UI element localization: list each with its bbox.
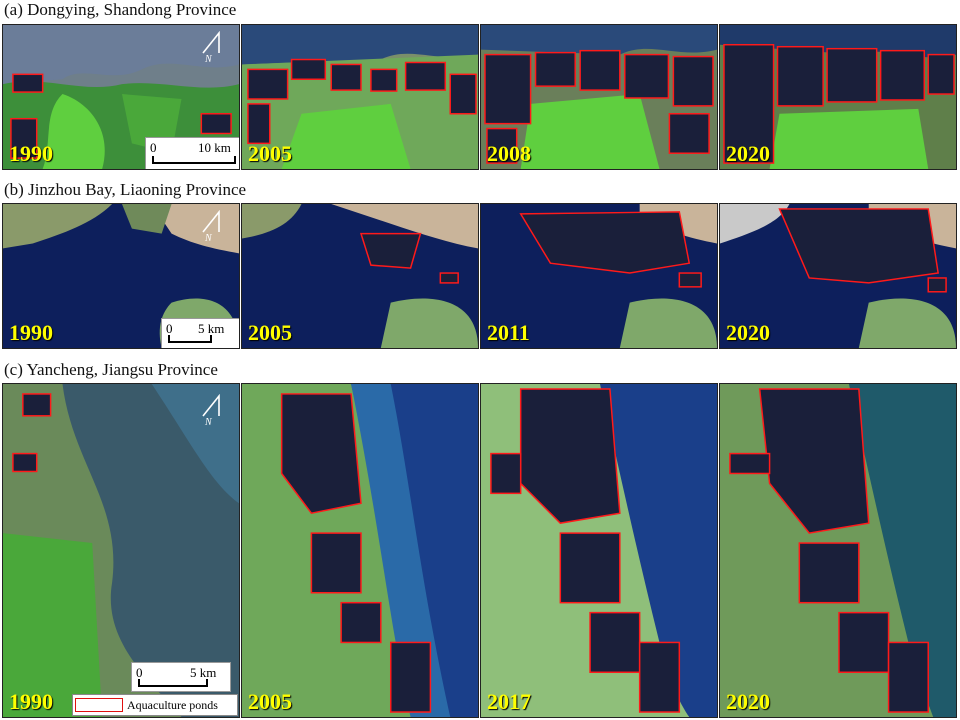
year-label: 2017 (487, 689, 531, 714)
scale-label-distance: 5 km (198, 321, 225, 336)
map-panel-a-4: 2020 (719, 24, 957, 170)
map-panel-b-4: 2020 (719, 203, 957, 349)
legend: Aquaculture ponds (72, 694, 238, 716)
year-label: 1990 (9, 320, 53, 345)
scale-label-zero: 0 (166, 321, 173, 336)
satellite-image (3, 384, 239, 717)
satellite-image (720, 384, 956, 717)
map-panel-c-4: 2020 (719, 383, 957, 718)
section-title-a: (a) Dongying, Shandong Province (4, 0, 237, 19)
north-label: N (204, 233, 213, 242)
map-panel-a-3: 2008 (480, 24, 718, 170)
section-title-b: (b) Jinzhou Bay, Liaoning Province (4, 180, 247, 199)
north-label: N (204, 54, 213, 63)
scale-label-distance: 10 km (198, 140, 231, 155)
scale-label-zero: 0 (136, 665, 143, 680)
scale-label-zero: 0 (150, 140, 157, 155)
satellite-image (242, 384, 478, 717)
satellite-image (242, 25, 478, 169)
year-label: 2011 (487, 320, 530, 345)
aquaculture-ponds-swatch (75, 698, 123, 712)
north-arrow-icon: N (202, 210, 220, 242)
year-label: 2020 (726, 141, 770, 166)
satellite-image (720, 204, 956, 348)
map-panel-b-3: 2011 (480, 203, 718, 349)
year-label: 2005 (248, 689, 292, 714)
scale-bar-c: 0 5 km (131, 662, 231, 692)
map-panel-b-2: 2005 (241, 203, 479, 349)
map-panel-c-1: N 0 5 km 1990 (2, 383, 240, 718)
year-label: 2005 (248, 320, 292, 345)
map-panel-a-2: 2005 (241, 24, 479, 170)
year-label: 1990 (9, 141, 53, 166)
north-arrow-icon: N (202, 31, 220, 63)
map-panel-a-1: N 0 10 km 1990 (2, 24, 240, 170)
satellite-image (242, 204, 478, 348)
year-label: 2005 (248, 141, 292, 166)
year-label: 2020 (726, 689, 770, 714)
section-title-c: (c) Yancheng, Jiangsu Province (4, 360, 218, 379)
scale-bar-b: 0 5 km (161, 318, 239, 348)
north-label: N (204, 417, 213, 426)
satellite-image (481, 25, 717, 169)
year-label: 1990 (9, 689, 53, 714)
map-panel-b-1: N 0 5 km 1990 (2, 203, 240, 349)
north-arrow-icon: N (202, 394, 220, 426)
scale-label-distance: 5 km (190, 665, 217, 680)
satellite-image (720, 25, 956, 169)
map-panel-c-3: 2017 (480, 383, 718, 718)
satellite-image (3, 204, 239, 348)
year-label: 2020 (726, 320, 770, 345)
legend-label: Aquaculture ponds (127, 697, 218, 712)
satellite-image (481, 384, 717, 717)
scale-bar-a: 0 10 km (145, 137, 239, 169)
map-panel-c-2: 2005 (241, 383, 479, 718)
satellite-image (481, 204, 717, 348)
year-label: 2008 (487, 141, 531, 166)
satellite-image (3, 25, 239, 169)
